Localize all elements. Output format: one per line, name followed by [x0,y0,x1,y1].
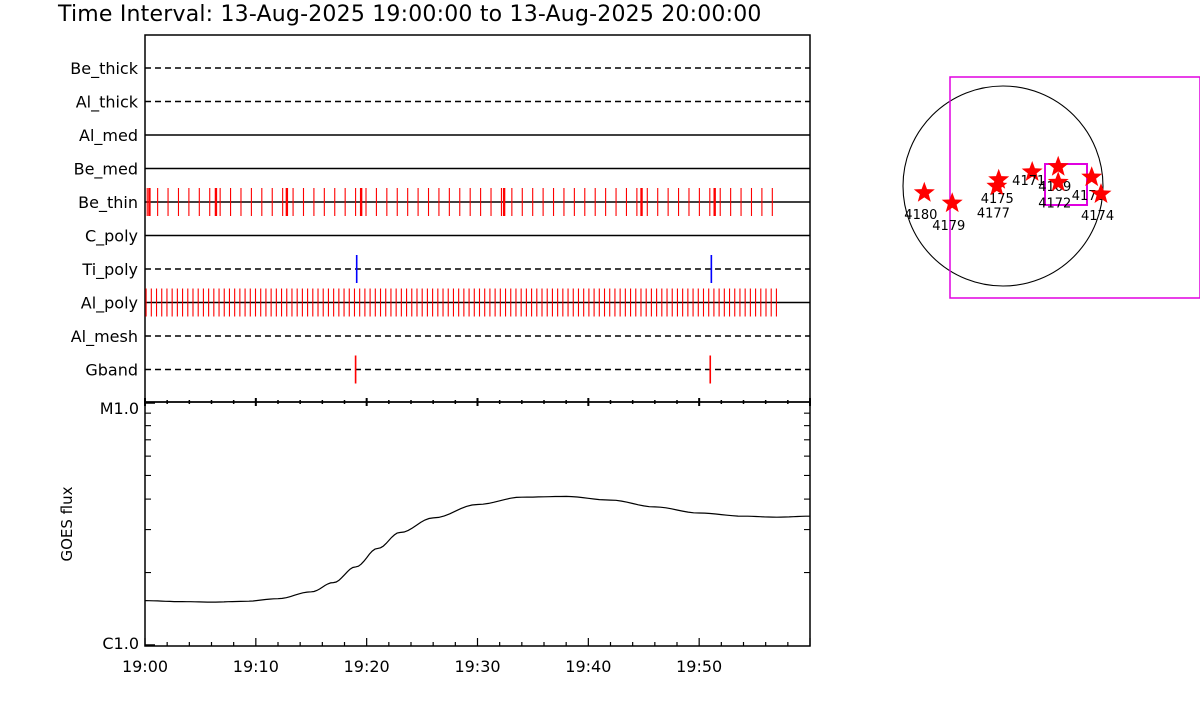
x-tick-label: 19:50 [676,657,722,676]
channel-label: Be_thin [78,193,138,213]
field-of-view-box [949,76,1200,299]
goes-frame [144,401,811,647]
channel-label: C_poly [85,227,138,247]
solar-disk-outline [902,85,1104,287]
goes-flux-line [144,495,810,603]
active-region-star [941,192,963,213]
time-interval-title: Time Interval: 13-Aug-2025 19:00:00 to 1… [58,2,762,27]
x-tick-label: 19:40 [565,657,611,676]
active-region-star [1090,183,1112,203]
x-tick-label: 19:30 [454,657,500,676]
y-tick-label-top: M1.0 [100,399,139,418]
active-region-label: 4179 [932,219,965,234]
active-region-star [1047,171,1069,192]
active-region-label: 4175 [981,192,1014,207]
active-region-star [913,181,935,202]
active-region-star [988,168,1010,189]
channel-label: Al_mesh [71,327,138,347]
active-region-label: 4174 [1081,209,1114,224]
active-region-label: 4171 [1012,174,1045,189]
active-region-star [1021,161,1043,181]
channel-label: Al_poly [81,294,138,314]
timeline-frame [144,34,811,403]
x-tick-label: 19:00 [122,657,168,676]
active-region-star [986,175,1008,196]
channel-label: Be_thick [70,59,138,79]
channel-label: Gband [85,361,138,380]
channel-label: Ti_poly [81,260,138,280]
active-region-label: 4177 [977,206,1010,221]
x-tick-label: 19:20 [344,657,390,676]
y-axis-label: GOES flux [58,486,76,561]
active-region-label: 4172 [1038,196,1071,211]
channel-label: Al_thick [76,93,139,113]
channel-label: Be_med [74,160,138,180]
y-tick-label-bottom: C1.0 [102,634,139,653]
active-region-star [1047,155,1069,176]
channel-label: Al_med [79,126,138,146]
x-tick-label: 19:10 [233,657,279,676]
active-region-star [1081,166,1103,187]
active-region-label: 4180 [904,208,937,223]
